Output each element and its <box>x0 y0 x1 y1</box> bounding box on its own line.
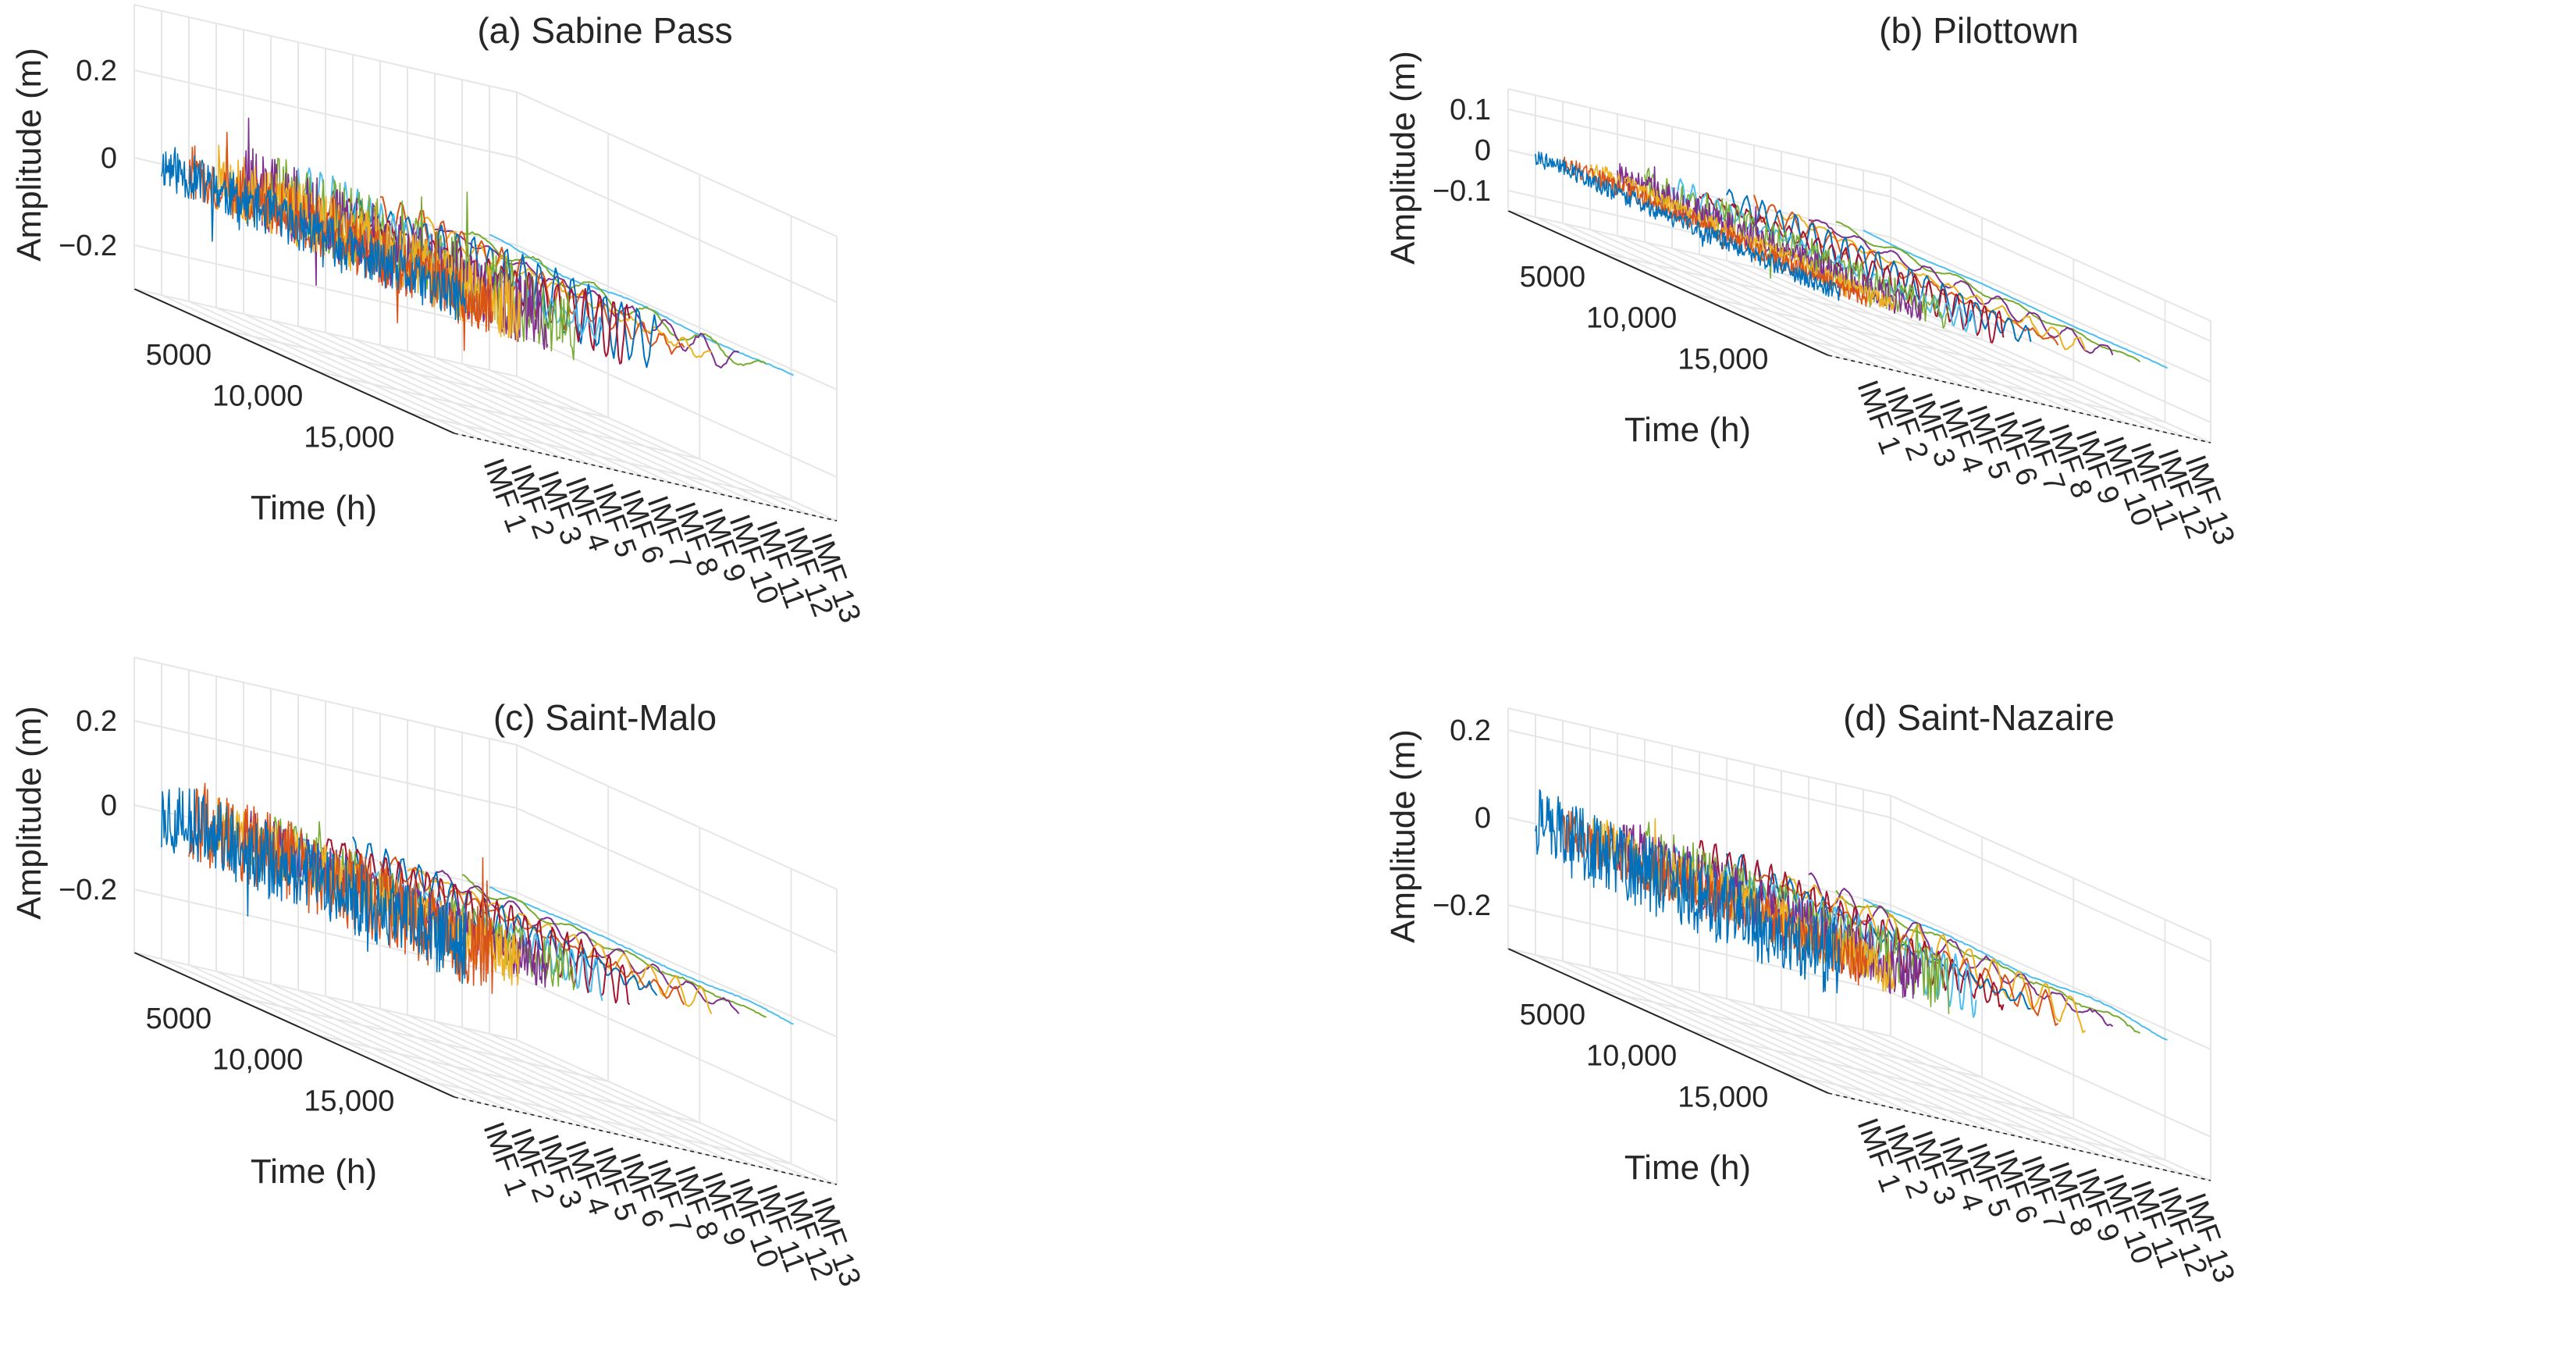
time-tick-label: 15,000 <box>1678 1081 1768 1114</box>
series-line-imf-6 <box>1671 178 1977 334</box>
z-tick-label: 0 <box>1475 802 1491 835</box>
series-line-imf-13 <box>489 233 794 376</box>
z-axis-title: Amplitude (m) <box>10 706 48 920</box>
z-tick-label: −0.2 <box>59 874 117 907</box>
time-tick-label: 10,000 <box>212 1044 303 1077</box>
grid <box>133 657 838 1185</box>
series-line-imf-2 <box>1562 810 1868 985</box>
time-axis-title: Time (h) <box>1624 411 1751 449</box>
z-tick-label: 0.2 <box>76 705 117 738</box>
time-tick-label: 15,000 <box>304 1085 394 1118</box>
z-tick-label: 0 <box>101 142 117 175</box>
series-line-imf-1 <box>1535 151 1841 301</box>
time-axis-title: Time (h) <box>1624 1149 1751 1187</box>
axes <box>133 5 838 522</box>
time-axis-line <box>133 288 455 434</box>
series-line-imf-9 <box>1753 874 2059 1026</box>
panel-title: (a) Sabine Pass <box>477 10 732 51</box>
time-tick-label: 15,000 <box>304 422 394 454</box>
series-line-imf-1 <box>161 787 467 985</box>
imf-axis-line <box>454 433 838 522</box>
z-tick-label: 0 <box>1475 134 1491 167</box>
z-tick-label: 0 <box>101 789 117 822</box>
series-group <box>1535 789 2168 1041</box>
z-tick-label: −0.2 <box>1432 889 1491 922</box>
axes <box>1507 89 2211 443</box>
z-axis-title: Amplitude (m) <box>1384 51 1422 265</box>
series-line-imf-8 <box>352 836 658 996</box>
z-tick-labels: 0.2 0 −0.2 <box>59 705 117 907</box>
time-axis-line <box>1507 210 1829 356</box>
series-line-imf-2 <box>1562 156 1868 307</box>
time-tick-label: 5000 <box>146 1003 212 1035</box>
time-tick-label: 10,000 <box>1586 302 1677 335</box>
series-line-imf-1 <box>1535 789 1841 994</box>
series-line-imf-8 <box>1726 853 2031 1010</box>
time-axis-title: Time (h) <box>251 1152 377 1191</box>
series-line-imf-13 <box>1863 229 2168 369</box>
z-tick-labels: 0.1 0 −0.1 <box>1432 94 1491 208</box>
z-tick-label: 0.1 <box>1450 94 1491 126</box>
time-tick-label: 5000 <box>1520 261 1586 294</box>
z-tick-labels: 0.2 0 −0.2 <box>59 55 117 262</box>
imf-axis-line <box>1827 1092 2211 1181</box>
z-tick-label: −0.1 <box>1432 175 1491 208</box>
panel-title: (d) Saint-Nazaire <box>1843 697 2115 738</box>
time-axis-line <box>133 952 455 1098</box>
z-axis-title: Amplitude (m) <box>1384 729 1422 943</box>
axes <box>1507 708 2211 1181</box>
z-tick-label: 0.2 <box>76 55 117 87</box>
z-tick-label: −0.2 <box>59 230 117 262</box>
z-axis-title: Amplitude (m) <box>10 48 48 262</box>
imf-axis-line <box>1827 354 2211 443</box>
axes <box>133 657 838 1185</box>
series-line-imf-11 <box>434 870 740 1014</box>
series-line-imf-1 <box>161 147 467 321</box>
panel-title: (b) Pilottown <box>1879 10 2079 51</box>
imf-axis-line <box>454 1096 838 1185</box>
time-axis-line <box>1507 948 1829 1094</box>
series-line-imf-11 <box>1808 219 2114 355</box>
panel-title: (c) Saint-Malo <box>493 697 717 738</box>
series-group <box>161 117 794 376</box>
series-line-imf-9 <box>379 856 685 1006</box>
time-tick-label: 5000 <box>146 339 212 372</box>
time-tick-label: 5000 <box>1520 999 1586 1031</box>
series-group <box>1535 151 2168 369</box>
series-line-imf-8 <box>1726 188 2032 343</box>
time-tick-label: 10,000 <box>1586 1040 1677 1073</box>
time-tick-label: 10,000 <box>212 380 303 413</box>
series-line-imf-13 <box>1863 899 2168 1041</box>
z-tick-labels: 0.2 0 −0.2 <box>1432 714 1491 922</box>
series-line-imf-10 <box>1781 213 2087 351</box>
time-axis-title: Time (h) <box>251 489 377 527</box>
series-line-imf-13 <box>489 886 794 1025</box>
time-tick-label: 15,000 <box>1678 344 1768 376</box>
series-line-imf-12 <box>1835 221 2141 363</box>
z-tick-label: 0.2 <box>1450 714 1491 747</box>
series-group <box>161 782 794 1025</box>
